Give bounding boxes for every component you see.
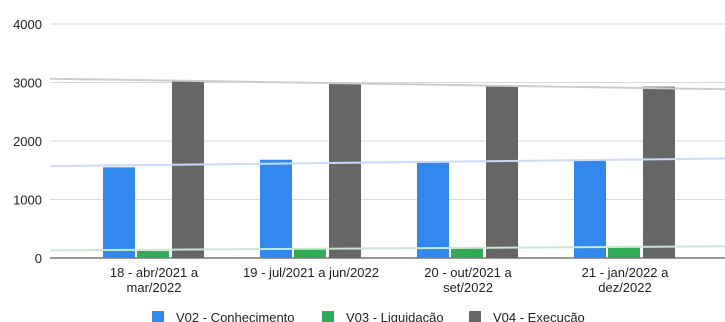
legend-swatch [469, 311, 481, 322]
legend-label: V04 - Execução [493, 310, 585, 322]
legend-label: V03 - Liquidação [346, 310, 444, 322]
x-tick-label: 21 - jan/2022 a [582, 265, 670, 280]
bar [417, 162, 449, 258]
bar [172, 80, 204, 258]
bar [137, 250, 169, 258]
legend-swatch [152, 311, 164, 322]
y-tick-label: 2000 [13, 134, 42, 149]
y-tick-label: 4000 [13, 17, 42, 32]
legend-label: V02 - Conhecimento [176, 310, 295, 322]
x-tick-label: 19 - jul/2021 a jun/2022 [243, 265, 379, 280]
bar [451, 247, 483, 258]
trendline [49, 77, 725, 91]
trendline [49, 157, 725, 168]
bar [643, 86, 675, 258]
legend-swatch [322, 311, 334, 322]
x-tick-label: set/2022 [443, 280, 493, 295]
x-tick-label: mar/2022 [127, 280, 182, 295]
bar [608, 247, 640, 258]
bar [486, 86, 518, 258]
x-tick-label: 18 - abr/2021 a [110, 265, 199, 280]
x-tick-label: 20 - out/2021 a [424, 265, 512, 280]
y-tick-label: 0 [35, 251, 42, 266]
bar [574, 160, 606, 258]
x-tick-label: dez/2022 [598, 280, 652, 295]
y-tick-label: 1000 [13, 193, 42, 208]
bar [103, 167, 135, 258]
bar [329, 83, 361, 259]
bar [260, 159, 292, 258]
y-tick-label: 3000 [13, 76, 42, 91]
trendline [49, 245, 725, 252]
bar [294, 248, 326, 258]
